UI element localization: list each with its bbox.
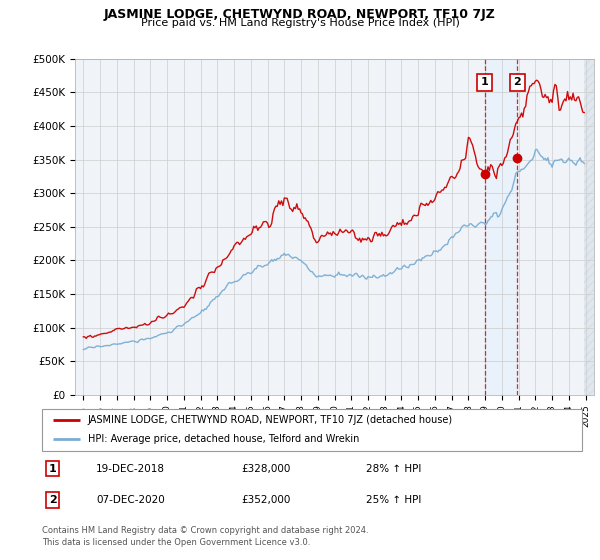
Bar <box>485 59 517 395</box>
Text: 28% ↑ HPI: 28% ↑ HPI <box>366 464 421 474</box>
FancyBboxPatch shape <box>42 409 582 451</box>
Text: 1: 1 <box>49 464 56 474</box>
Text: Price paid vs. HM Land Registry's House Price Index (HPI): Price paid vs. HM Land Registry's House … <box>140 18 460 29</box>
Text: JASMINE LODGE, CHETWYND ROAD, NEWPORT, TF10 7JZ (detached house): JASMINE LODGE, CHETWYND ROAD, NEWPORT, T… <box>88 415 453 425</box>
Text: £328,000: £328,000 <box>242 464 291 474</box>
Text: Contains HM Land Registry data © Crown copyright and database right 2024.: Contains HM Land Registry data © Crown c… <box>42 526 368 535</box>
Text: 1: 1 <box>481 77 488 87</box>
Text: JASMINE LODGE, CHETWYND ROAD, NEWPORT, TF10 7JZ: JASMINE LODGE, CHETWYND ROAD, NEWPORT, T… <box>104 8 496 21</box>
Text: This data is licensed under the Open Government Licence v3.0.: This data is licensed under the Open Gov… <box>42 538 310 547</box>
Bar <box>584 59 594 395</box>
Text: 19-DEC-2018: 19-DEC-2018 <box>96 464 165 474</box>
Text: 07-DEC-2020: 07-DEC-2020 <box>96 495 165 505</box>
Text: 2: 2 <box>514 77 521 87</box>
Text: 2: 2 <box>49 495 56 505</box>
Text: HPI: Average price, detached house, Telford and Wrekin: HPI: Average price, detached house, Telf… <box>88 435 359 445</box>
Text: 25% ↑ HPI: 25% ↑ HPI <box>366 495 421 505</box>
Text: £352,000: £352,000 <box>242 495 291 505</box>
